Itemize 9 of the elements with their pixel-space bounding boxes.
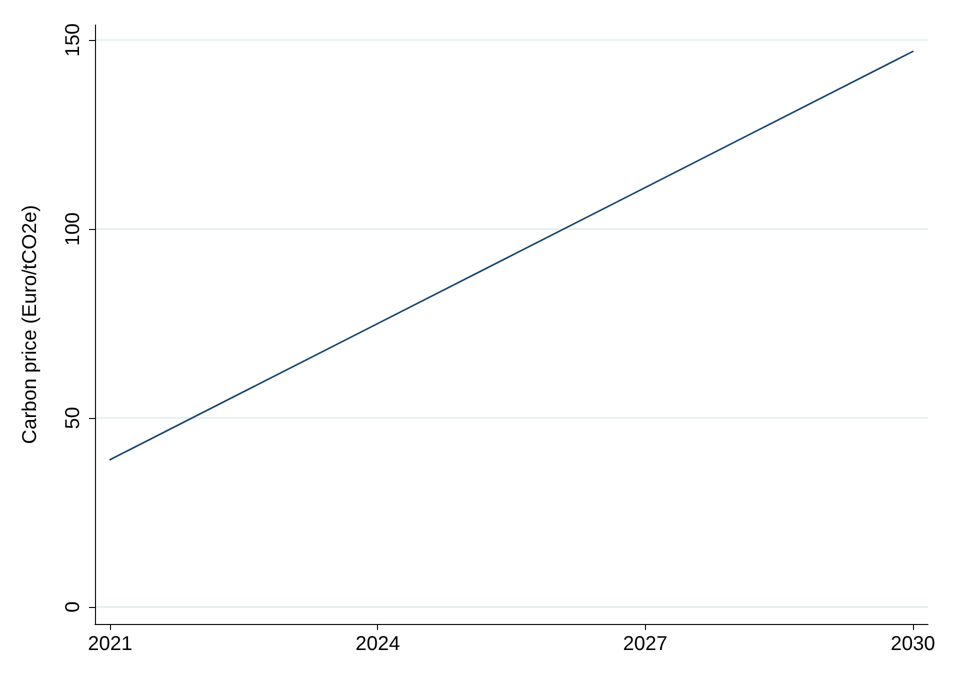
y-tick-label: 100 <box>62 212 84 246</box>
y-tick-label: 50 <box>62 406 84 430</box>
x-tick-label: 2030 <box>890 633 936 655</box>
x-tick-label: 2021 <box>88 633 132 655</box>
x-tick-label: 2027 <box>623 633 668 655</box>
y-axis-title: Carbon price (Euro/tCO2e) <box>19 205 41 444</box>
y-tick-label: 0 <box>62 601 84 613</box>
x-tick-label: 2024 <box>355 633 400 655</box>
y-tick-label: 150 <box>62 23 84 57</box>
